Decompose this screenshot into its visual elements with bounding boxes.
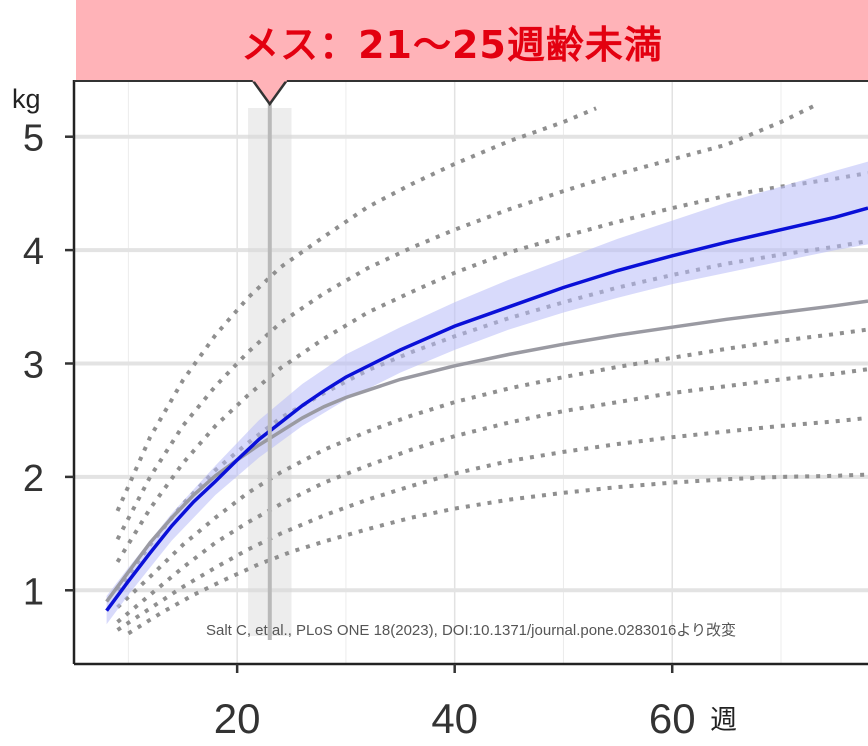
centile-line-5 (116, 327, 868, 609)
banner-pointer (249, 77, 291, 107)
confidence-band (106, 161, 868, 625)
x-axis-label: 週 (710, 705, 737, 736)
y-tick-label: 4 (23, 231, 44, 273)
y-tick-label: 2 (23, 458, 44, 500)
centile-line-3 (115, 171, 868, 563)
y-axis-label: kg (12, 84, 41, 114)
title-banner: メス：21〜25週齢未満 (76, 0, 868, 80)
centile-line-2 (115, 104, 815, 541)
y-tick-label: 5 (23, 118, 44, 160)
y-tick-label: 1 (23, 571, 44, 613)
centile-line-6 (116, 367, 868, 624)
reference-line (105, 299, 868, 603)
x-tick-label: 20 (214, 695, 261, 742)
centile-line-7 (116, 415, 868, 632)
x-tick-label: 60 (649, 695, 696, 742)
y-tick-label: 3 (23, 344, 44, 386)
source-note: Salt C, et al., PLoS ONE 18(2023), DOI:1… (206, 622, 736, 639)
chart-title: メス：21〜25週齢未満 (241, 23, 663, 67)
x-tick-label: 40 (431, 695, 478, 742)
centile-line-1 (115, 106, 597, 512)
main-growth-line (105, 206, 868, 612)
